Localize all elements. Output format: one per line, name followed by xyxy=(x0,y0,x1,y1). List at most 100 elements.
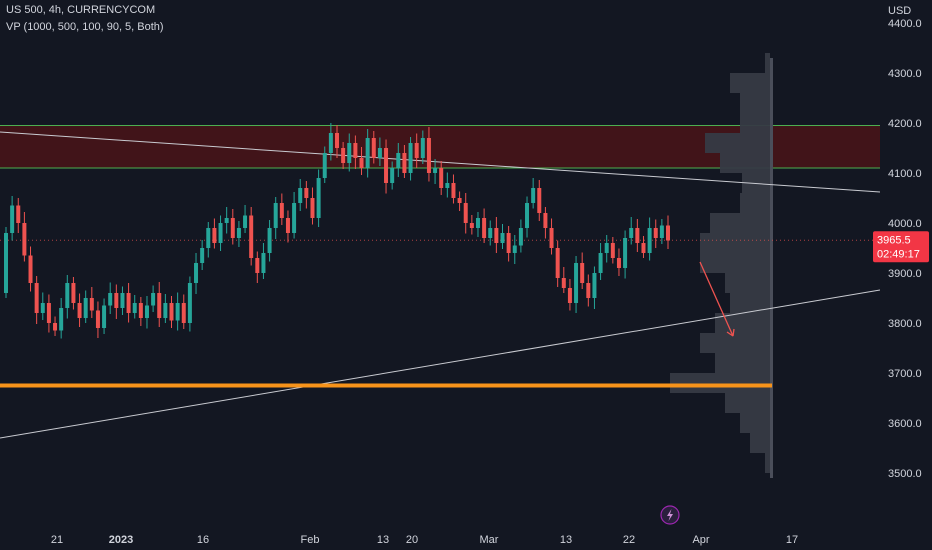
candle xyxy=(151,285,156,312)
candle-body xyxy=(433,168,438,173)
candle xyxy=(230,209,235,245)
x-tick-label: 20 xyxy=(406,534,418,546)
candle xyxy=(451,174,456,204)
y-tick-label: 3900.0 xyxy=(888,268,922,280)
x-tick-label: 21 xyxy=(51,534,63,546)
candle xyxy=(132,295,137,319)
candle-body xyxy=(40,303,45,313)
candle-body xyxy=(463,203,468,223)
candle-body xyxy=(531,188,536,203)
candle-body xyxy=(402,153,407,173)
price-axis[interactable]: USD 3500.0 3600.0 3700.0 3800.0 3900.0 4000.0 4… xyxy=(873,0,932,550)
candle xyxy=(408,137,413,181)
candle xyxy=(316,169,321,227)
lightning-button[interactable] xyxy=(660,505,680,525)
profile-bar xyxy=(670,373,770,393)
candlestick-series xyxy=(4,123,670,339)
candle-body xyxy=(108,293,113,306)
volume-profile xyxy=(670,53,773,478)
current-price-countdown: 02:49:17 xyxy=(877,248,920,260)
time-axis[interactable]: 21 2023 16 Feb 13 20 Mar 13 22 Apr 17 xyxy=(51,534,798,546)
candle xyxy=(586,274,591,307)
y-tick-label: 4000.0 xyxy=(888,218,922,230)
descending-trendline xyxy=(0,131,881,193)
candle-body xyxy=(322,153,327,178)
candle xyxy=(353,135,358,169)
candle xyxy=(659,219,664,244)
candle-body xyxy=(390,168,395,183)
candle xyxy=(482,208,487,243)
candle-body xyxy=(120,293,125,308)
candle xyxy=(16,198,21,233)
profile-bar xyxy=(742,173,770,193)
candle xyxy=(500,224,505,249)
profile-spine xyxy=(770,58,773,478)
candle-body xyxy=(71,283,76,303)
candle-body xyxy=(604,243,609,253)
y-tick-label: 4300.0 xyxy=(888,68,922,80)
candle-body xyxy=(580,263,585,283)
profile-bar xyxy=(705,133,770,153)
candle-body xyxy=(273,203,278,228)
candle xyxy=(653,219,658,248)
candle-body xyxy=(518,228,523,246)
candle-body xyxy=(34,283,39,313)
x-tick-label: 13 xyxy=(377,534,389,546)
candle-body xyxy=(653,228,658,238)
y-tick-label: 3500.0 xyxy=(888,468,922,480)
candle-body xyxy=(249,215,254,258)
candle-body xyxy=(592,273,597,298)
candle-body xyxy=(83,298,88,318)
candle-body xyxy=(377,148,382,158)
candle xyxy=(126,283,131,323)
candle xyxy=(390,161,395,190)
candle-body xyxy=(494,228,499,243)
candle-body xyxy=(95,310,100,328)
candle xyxy=(537,180,542,221)
candle-body xyxy=(157,293,162,318)
y-tick-label: 3800.0 xyxy=(888,318,922,330)
candle-body xyxy=(212,228,217,243)
candle xyxy=(512,235,517,264)
candle xyxy=(414,133,419,168)
candle xyxy=(494,217,499,253)
candle-body xyxy=(310,198,315,218)
candle-body xyxy=(114,293,119,308)
candle-body xyxy=(500,233,505,243)
candle xyxy=(328,123,333,161)
candle-body xyxy=(567,288,572,303)
x-tick-label: Apr xyxy=(692,534,709,546)
candle xyxy=(77,293,82,327)
candle-body xyxy=(328,133,333,153)
candle-body xyxy=(635,228,640,243)
candle xyxy=(22,212,27,262)
candle-body xyxy=(408,143,413,173)
candle-body xyxy=(4,233,8,293)
candle-body xyxy=(59,308,64,331)
candle-body xyxy=(206,228,211,248)
profile-bar xyxy=(725,393,770,413)
candle xyxy=(445,172,450,198)
candle xyxy=(194,253,199,294)
x-tick-label: 22 xyxy=(623,534,635,546)
candle xyxy=(53,316,58,336)
candle xyxy=(261,243,266,279)
currency-label: USD xyxy=(888,5,911,17)
candle-body xyxy=(341,148,346,163)
candle xyxy=(555,240,560,287)
profile-bar xyxy=(740,413,770,433)
candle xyxy=(623,230,628,279)
x-tick-label: 13 xyxy=(560,534,572,546)
candle-body xyxy=(488,228,493,238)
candle-body xyxy=(132,303,137,313)
candle-body xyxy=(659,225,664,238)
y-tick-label: 3600.0 xyxy=(888,418,922,430)
candle-body xyxy=(224,218,229,223)
candle xyxy=(488,220,493,246)
candle-body xyxy=(512,245,517,253)
candle-body xyxy=(175,303,180,321)
candle xyxy=(28,246,33,292)
candle xyxy=(439,161,444,195)
candle-body xyxy=(396,153,401,168)
